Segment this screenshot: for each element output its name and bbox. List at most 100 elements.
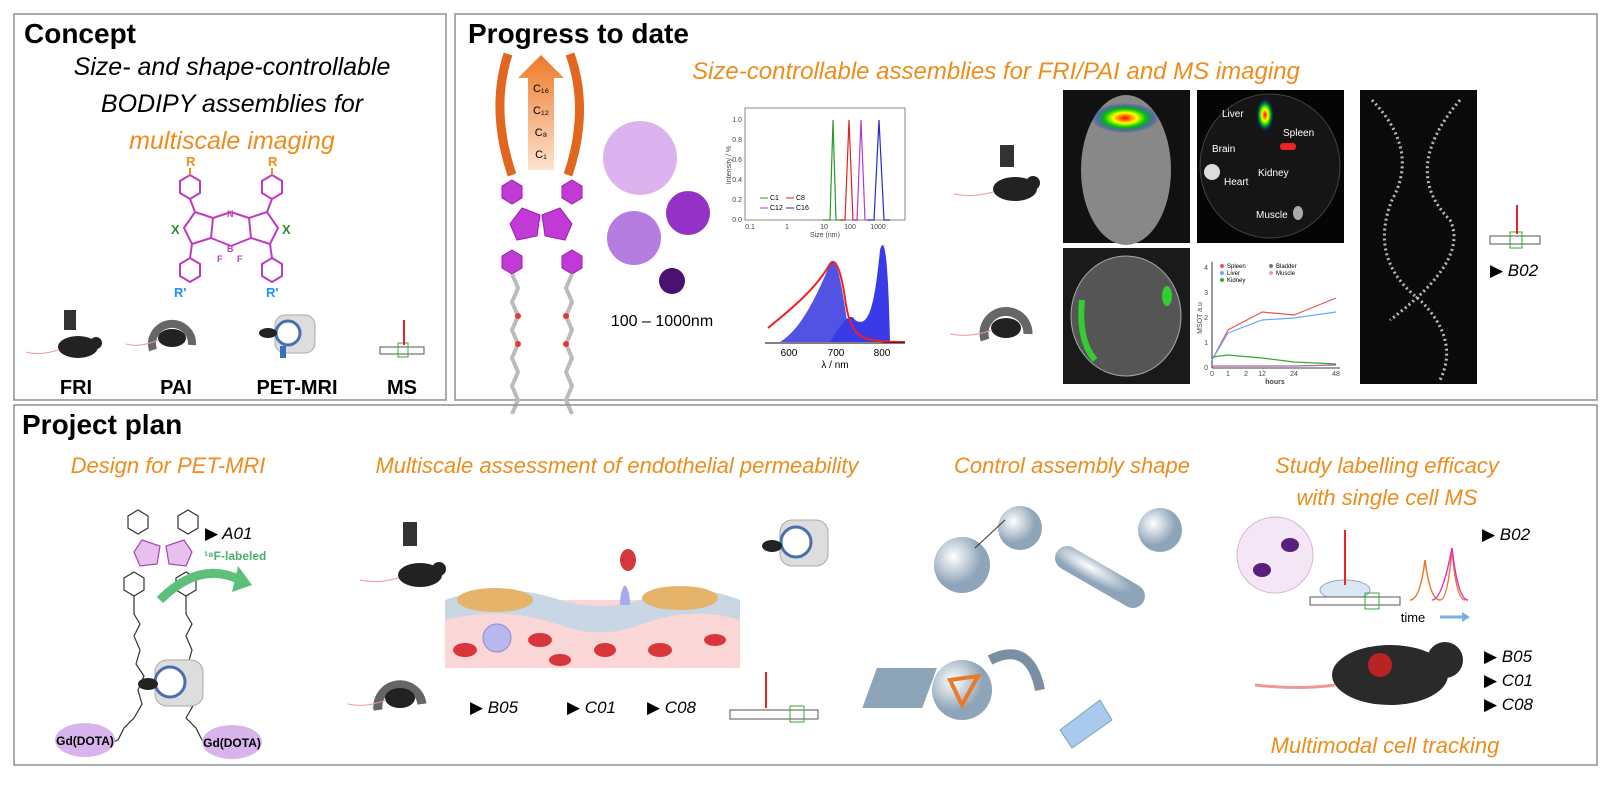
msot-chart-polyline (1212, 364, 1337, 367)
msot-chart-g-label: 2 (1244, 371, 1248, 378)
alkyl-chain-figure: C₁₆ C₁₂ C₈ C₁ (495, 52, 584, 415)
msot-chart-g-label: 24 (1290, 371, 1298, 378)
bodipy-labels-label: F (217, 254, 223, 264)
pet-mri-design-g-polygon (133, 539, 161, 567)
bodipy-structure-line (210, 237, 232, 247)
ms-icon-progress-rect (1489, 235, 1541, 245)
msot-chart-g-label: 48 (1332, 371, 1340, 378)
concept-panel-label: multiscale imaging (129, 127, 335, 155)
pet-mri-design-label: Gd(DOTA) (56, 734, 114, 748)
imaging-panels-label: Kidney (1258, 168, 1289, 179)
permeability-illustration-label: ▶ C08 (647, 698, 697, 717)
size-particles: 100 – 1000nm (603, 121, 713, 330)
permeability-illustration-g-ellipse (528, 633, 552, 647)
imaging-panels-label: Muscle (1256, 210, 1288, 221)
dls-chart-g-label: 0.8 (732, 137, 742, 144)
imaging-panels-path (1078, 299, 1098, 362)
ms-icon-progress: ▶ B02 (1489, 205, 1541, 280)
msot-chart-g-label: 4 (1204, 265, 1208, 272)
cell-tracking-ellipse (1332, 645, 1448, 705)
pet-mri-design-label: ▶ A01 (205, 524, 252, 543)
modality-labels-label: MS (387, 377, 417, 399)
imaging-panels-ellipse (1081, 95, 1171, 245)
progress-panel: Progress to date Size-controllable assem… (454, 13, 1598, 401)
ms-icon-progress-label: ▶ B02 (1490, 261, 1539, 280)
single-cell-ms: time ▶ B02 (1236, 516, 1531, 625)
imaging-panels-ellipse (1070, 255, 1182, 377)
alkyl-chain-figure-polygon (518, 55, 564, 170)
msot-chart-g-label: 12 (1258, 371, 1266, 378)
alkyl-chain-figure-g-circle (563, 341, 569, 347)
imaging-panels-ellipse (1091, 103, 1159, 133)
msot-chart-g-label: Kidney (1227, 278, 1245, 284)
permeability-illustration-label: ▶ B05 (470, 698, 519, 717)
pet-mri-design-label: Gd(DOTA) (203, 736, 261, 750)
pet-mri-design: ¹⁸F-labeled ▶ A01 Gd(DOTA) Gd(DOTA) (55, 509, 266, 759)
msot-chart-polyline (1211, 297, 1337, 361)
permeability-illustration-g-ellipse (704, 634, 726, 646)
bodipy-structure-polygon (247, 210, 280, 246)
pet-mri-design-ellipse (138, 678, 158, 690)
msot-chart-g-circle (1220, 271, 1224, 275)
assembly-shapes-path (987, 649, 1045, 692)
permeability-illustration-ellipse (762, 540, 782, 552)
bodipy-labels-label: R (186, 154, 196, 169)
dls-chart-g-path (840, 119, 858, 221)
pet-mri-design-g (97, 509, 223, 749)
assembly-shapes-circle (932, 660, 992, 720)
alkyl-chain-figure-g-label: C₁₂ (533, 105, 549, 117)
assembly-shapes-line (974, 519, 1006, 549)
msot-chart-polyline (1211, 311, 1337, 361)
pet-mri-design-ellipse (202, 725, 262, 759)
permeability-illustration-rect (729, 709, 819, 720)
single-cell-ms-polygon (1462, 612, 1470, 622)
absorption-chart-label: 600 (781, 348, 798, 359)
cell-tracking-path (1254, 683, 1336, 689)
mouse-icons-progress-circle (1026, 176, 1040, 190)
pet-mri-design-label: ¹⁸F-labeled (204, 549, 266, 563)
size-particles-circle (659, 268, 685, 294)
msot-chart-g-label: 0 (1204, 365, 1208, 372)
modality-icons-path (125, 339, 159, 346)
bodipy-structure-line (189, 243, 193, 259)
msot-chart-g-label: Spleen (1227, 264, 1246, 270)
permeability-illustration: ▶ B05 ▶ C01 ▶ C08 (347, 519, 829, 723)
alkyl-chain-figure-g-polygon (561, 249, 583, 275)
alkyl-chain-figure-g-label: C₈ (535, 127, 548, 139)
dls-chart-g-label: 10 (820, 224, 828, 231)
single-cell-ms-ellipse (1253, 563, 1271, 577)
permeability-illustration-circle (779, 525, 813, 559)
msot-chart-g-label: Muscle (1276, 271, 1296, 277)
assembly-shapes-rect (862, 668, 937, 708)
concept-panel-label: Size- and shape-controllable (74, 53, 391, 81)
bodipy-structure-line (266, 198, 273, 213)
bodipy-structure-line (269, 243, 273, 259)
cell-tracking-label: ▶ B05 (1484, 647, 1533, 666)
dls-chart-g-path (823, 119, 843, 221)
pet-mri-design-g-polygon (127, 509, 149, 535)
bodipy-structure-line (230, 211, 250, 219)
concept-panel: Concept Size- and shape-controllable BOD… (13, 13, 447, 401)
imaging-panels-ellipse (1293, 206, 1303, 220)
bodipy-structure-line (212, 211, 232, 219)
bodipy-structure-polygon (261, 173, 283, 201)
msot-chart-g-circle (1220, 264, 1224, 268)
modality-labels: FRI PAI PET-MRI MS (60, 377, 417, 399)
permeability-illustration-circle (432, 562, 446, 576)
permeability-illustration-g-ellipse (453, 643, 477, 657)
dls-chart-g-label: 0.0 (732, 217, 742, 224)
modality-labels-label: FRI (60, 377, 92, 399)
bodipy-labels-label: R' (174, 285, 186, 300)
imaging-panels: Liver Spleen Brain Heart Kidney Muscle (1063, 90, 1477, 384)
pet-mri-design-path (156, 568, 243, 604)
plan-panel-rect (13, 404, 1598, 766)
plan-panel-label: Study labelling efficacy (1275, 453, 1501, 478)
cell-tracking-circle (1368, 653, 1392, 677)
permeability-illustration-ellipse (457, 588, 533, 612)
alkyl-chain-figure-g-circle (515, 313, 521, 319)
msot-chart-g-label: 3 (1204, 290, 1208, 297)
absorption-chart-label: 700 (828, 348, 845, 359)
alkyl-chain-figure-g-polygon (501, 249, 523, 275)
progress-panel-rect (454, 13, 1598, 401)
